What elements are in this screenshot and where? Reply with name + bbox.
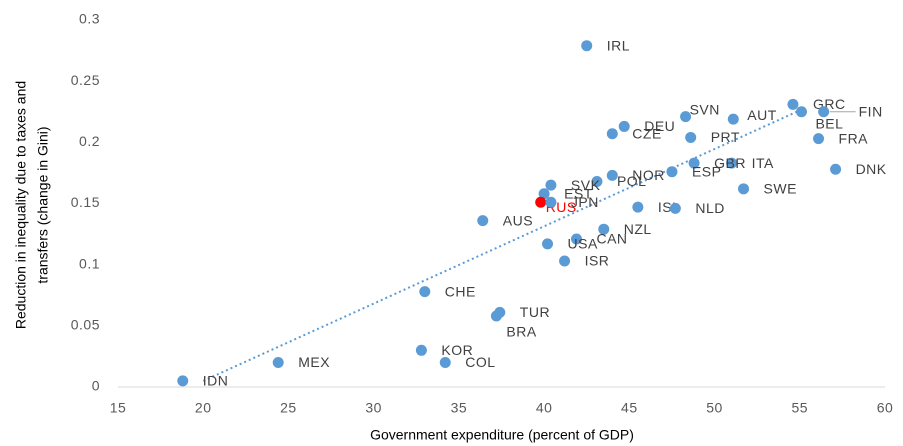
point xyxy=(726,157,738,169)
point xyxy=(598,223,610,235)
y-tick-label: 0.3 xyxy=(79,11,100,27)
point-label: AUS xyxy=(503,212,533,228)
point xyxy=(632,201,644,213)
x-tick-label: 15 xyxy=(110,400,127,416)
point-label: EST xyxy=(564,185,593,201)
point-label: USA xyxy=(568,236,598,252)
x-tick-label: 55 xyxy=(791,400,808,416)
point xyxy=(787,98,799,110)
y-tick-label: 0.2 xyxy=(79,133,100,149)
point-label: CZE xyxy=(632,125,662,141)
point-label: BEL xyxy=(815,115,843,131)
point xyxy=(680,111,692,123)
point xyxy=(688,157,700,169)
point-label: COL xyxy=(465,354,495,370)
point xyxy=(666,166,678,178)
point-label: SWE xyxy=(764,181,797,197)
point-label: ISR xyxy=(585,253,610,269)
point xyxy=(727,113,739,125)
x-tick-label: 60 xyxy=(877,400,894,416)
point-label: FIN xyxy=(859,103,883,119)
point xyxy=(813,133,825,145)
x-tick-label: 30 xyxy=(365,400,382,416)
point xyxy=(559,255,571,267)
point-label: IDN xyxy=(203,373,229,389)
point xyxy=(669,202,681,214)
point-label: JPN xyxy=(571,194,599,210)
trendline xyxy=(202,107,806,382)
point xyxy=(570,233,582,245)
y-tick-label: 0.05 xyxy=(71,317,100,333)
point-label: SVK xyxy=(571,177,601,193)
point xyxy=(795,106,807,118)
point-label: FRA xyxy=(839,130,869,146)
point-label: DNK xyxy=(856,161,887,177)
point xyxy=(490,310,502,322)
point-label: CAN xyxy=(596,231,627,247)
y-tick-label: 0.1 xyxy=(79,255,100,271)
point xyxy=(591,175,603,187)
x-tick-label: 25 xyxy=(280,400,297,416)
x-tick-label: 20 xyxy=(195,400,212,416)
point xyxy=(830,163,842,175)
point-label: NOR xyxy=(632,167,665,183)
point-label: TUR xyxy=(520,304,550,320)
x-tick-label: 40 xyxy=(536,400,553,416)
point-label: AUT xyxy=(747,107,777,123)
point-label: IRL xyxy=(607,37,630,53)
point-label: GBR xyxy=(714,155,746,171)
point xyxy=(538,188,550,200)
point xyxy=(818,106,830,118)
x-tick-label: 45 xyxy=(621,400,638,416)
point-label: CHE xyxy=(445,283,476,299)
point xyxy=(419,286,431,298)
point xyxy=(606,128,618,140)
point-label: GRC xyxy=(813,96,846,112)
x-tick-label: 50 xyxy=(706,400,723,416)
point xyxy=(606,169,618,181)
y-axis-title: Reduction in inequality due to taxes and xyxy=(13,81,29,329)
x-axis-title: Government expenditure (percent of GDP) xyxy=(370,427,634,443)
point-label: ESP xyxy=(692,163,722,179)
point-label: KOR xyxy=(441,342,473,358)
point xyxy=(581,40,593,52)
y-tick-label: 0.25 xyxy=(71,72,100,88)
point xyxy=(415,344,427,356)
point xyxy=(542,238,554,250)
point-label: POL xyxy=(617,173,647,189)
point xyxy=(738,183,750,195)
y-tick-label: 0.15 xyxy=(71,194,100,210)
point-label: SVN xyxy=(690,101,720,117)
point-label: ITA xyxy=(752,155,774,171)
point xyxy=(535,196,547,208)
point-label: NLD xyxy=(695,200,725,216)
point xyxy=(177,375,189,387)
y-axis-title: transfers (change in Gini) xyxy=(35,126,51,283)
point-label: MEX xyxy=(298,354,330,370)
point-label: DEU xyxy=(644,118,675,134)
y-tick-label: 0 xyxy=(92,378,100,394)
point xyxy=(272,357,284,369)
point xyxy=(618,120,630,132)
point xyxy=(545,196,557,208)
point-label: PRT xyxy=(711,129,740,145)
point xyxy=(685,131,697,143)
point xyxy=(439,357,451,369)
x-tick-label: 35 xyxy=(451,400,468,416)
point-label: NZL xyxy=(624,221,652,237)
point xyxy=(477,215,489,227)
point xyxy=(545,179,557,191)
point-label: BRA xyxy=(506,324,536,340)
